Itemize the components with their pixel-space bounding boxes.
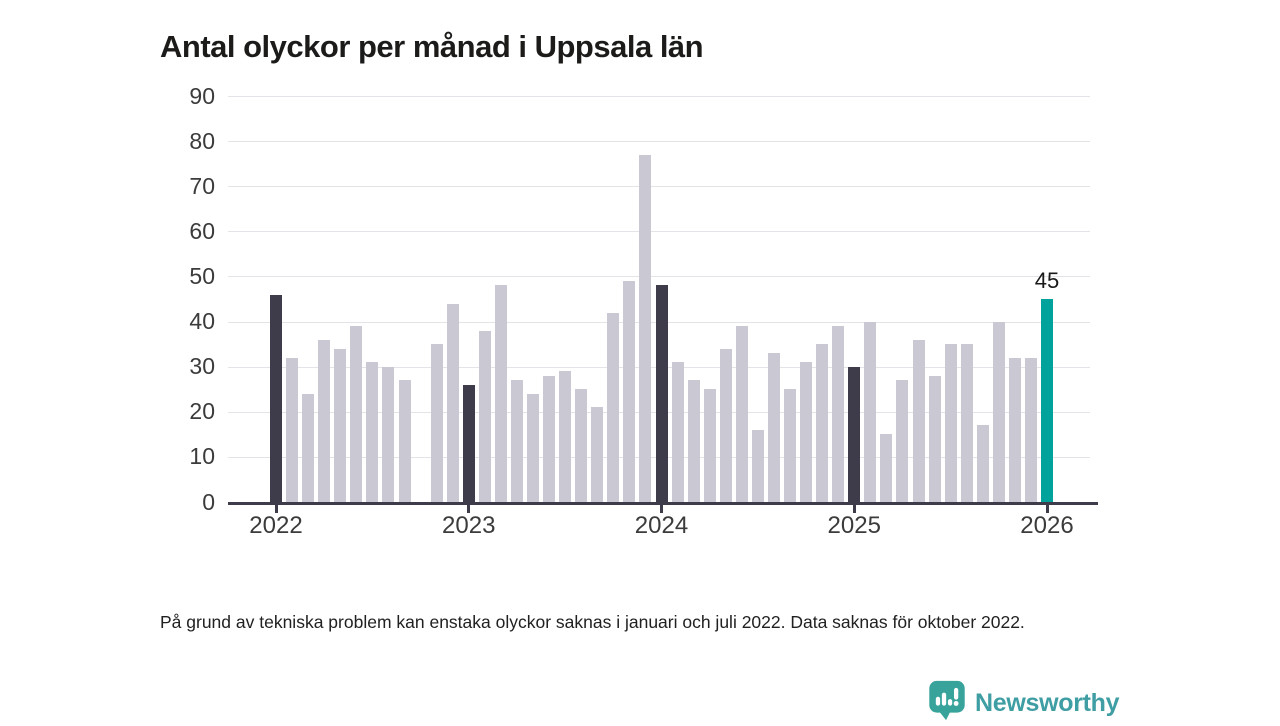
bar-2022-08	[382, 366, 395, 502]
y-axis-tick-label-90: 90	[189, 82, 215, 109]
bar-2023-09	[591, 407, 604, 502]
bar-2023-02	[478, 330, 491, 502]
bar-2025-07	[944, 344, 957, 502]
bar-2024-04	[703, 389, 716, 502]
chart-footnote: På grund av tekniska problem kan enstaka…	[160, 611, 1025, 632]
gridline-y-60	[228, 231, 1090, 233]
bar-2024-12	[832, 326, 845, 502]
bar-2022-05	[334, 348, 347, 502]
bar-2023-12	[639, 154, 652, 502]
bar-chart-plot-area: 45	[228, 96, 1098, 505]
bar-2026-01	[1041, 299, 1053, 502]
bar-2022-03	[302, 393, 315, 502]
bar-2022-07	[366, 362, 379, 502]
bar-2025-01	[848, 366, 861, 502]
bar-2024-03	[687, 380, 700, 502]
x-axis-tick-label-2025: 2025	[827, 512, 881, 539]
gridline-y-50	[228, 276, 1090, 278]
gridline-y-90	[228, 96, 1090, 97]
bar-2022-06	[350, 326, 363, 502]
x-axis-tick-2024	[660, 502, 663, 513]
chart-title: Antal olyckor per månad i Uppsala län	[160, 28, 704, 64]
bar-2022-11	[430, 344, 443, 502]
newsworthy-speech-bubble-bars-icon	[928, 680, 966, 726]
y-axis-tick-label-30: 30	[189, 353, 215, 380]
x-axis-tick-label-2022: 2022	[249, 512, 303, 539]
bar-2025-04	[896, 380, 909, 502]
bar-2025-05	[912, 339, 925, 502]
x-axis-tick-2023	[467, 502, 471, 513]
bar-2023-10	[607, 312, 620, 502]
bar-2022-02	[286, 357, 299, 502]
y-axis-tick-label-50: 50	[189, 262, 215, 289]
gridline-y-80	[228, 141, 1090, 143]
bar-2024-08	[767, 353, 780, 502]
bar-2023-08	[575, 389, 588, 502]
bar-2023-04	[510, 380, 523, 502]
bar-value-label-2026-01: 45	[1034, 268, 1060, 293]
bar-2022-04	[318, 339, 331, 502]
bar-2023-03	[494, 285, 507, 502]
gridline-y-70	[228, 186, 1090, 188]
bar-2024-02	[671, 362, 684, 502]
bar-2025-09	[976, 425, 989, 502]
x-axis-line	[228, 502, 1098, 505]
bar-2022-12	[446, 303, 459, 502]
bar-2022-01	[270, 294, 282, 502]
bar-2025-12	[1024, 357, 1037, 502]
bar-2025-10	[992, 321, 1005, 502]
y-axis-tick-label-10: 10	[189, 443, 215, 470]
y-axis-tick-label-60: 60	[189, 217, 215, 244]
bar-2025-06	[928, 375, 941, 502]
newsworthy-logo-text: Newsworthy	[975, 688, 1120, 717]
x-axis-tick-2022	[274, 502, 278, 513]
bar-2024-05	[719, 348, 732, 502]
y-axis-tick-label-80: 80	[189, 127, 215, 154]
bar-2023-05	[527, 393, 539, 502]
x-axis-tick-label-2023: 2023	[442, 512, 496, 539]
bar-2024-06	[735, 326, 748, 502]
bar-2023-11	[623, 280, 636, 502]
y-axis-tick-label-40: 40	[189, 308, 215, 335]
bar-2024-09	[784, 389, 796, 502]
bar-2023-07	[559, 371, 572, 502]
x-axis-tick-2025	[852, 502, 856, 513]
bar-2024-10	[800, 362, 813, 502]
bar-2025-11	[1008, 357, 1021, 502]
x-axis-tick-label-2026: 2026	[1020, 512, 1074, 539]
x-axis-tick-label-2024: 2024	[634, 512, 689, 539]
bar-2023-01	[462, 384, 475, 502]
bar-2024-01	[655, 285, 668, 502]
bar-2023-06	[543, 375, 556, 502]
bar-2025-02	[864, 321, 877, 502]
bar-2025-08	[960, 344, 973, 502]
bar-2024-07	[751, 429, 764, 502]
newsworthy-logo: Newsworthy	[928, 680, 1120, 726]
y-axis-tick-label-20: 20	[189, 398, 215, 425]
y-axis-tick-label-0: 0	[202, 488, 215, 515]
bar-2024-11	[816, 344, 829, 502]
y-axis-tick-label-70: 70	[189, 172, 215, 199]
x-axis-tick-2026	[1045, 502, 1049, 513]
bar-2025-03	[880, 434, 893, 502]
bar-2022-09	[398, 380, 411, 502]
